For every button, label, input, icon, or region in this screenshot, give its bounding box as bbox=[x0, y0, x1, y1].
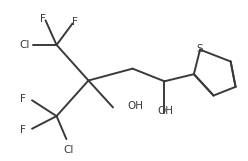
Text: F: F bbox=[20, 125, 26, 135]
Text: OH: OH bbox=[128, 101, 144, 111]
Text: OH: OH bbox=[158, 106, 174, 116]
Text: S: S bbox=[197, 44, 203, 54]
Text: F: F bbox=[20, 94, 26, 104]
Text: F: F bbox=[40, 14, 46, 24]
Text: Cl: Cl bbox=[19, 40, 30, 50]
Text: Cl: Cl bbox=[64, 145, 74, 155]
Text: F: F bbox=[72, 17, 78, 27]
